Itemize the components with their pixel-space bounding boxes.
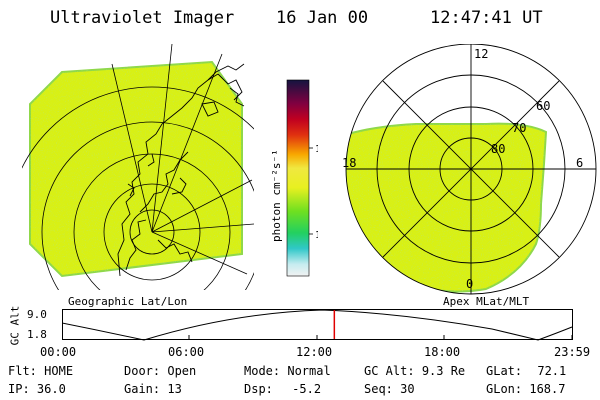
flt-value: HOME [44,364,74,378]
status-door: Door: Open [124,364,196,378]
status-gain: Gain: 13 [124,382,182,396]
glat-label: GLat: [486,364,523,378]
timeline-tick-2359: 23:59 [554,345,591,359]
colorbar-gradient [286,79,310,277]
status-glat: GLat: 72.1 [486,364,566,378]
seq-label: Seq: [364,382,393,396]
timeline-ymax: 9.0 [27,308,47,321]
polar-mlt-panel: 12 18 6 0 60 70 80 [342,44,597,295]
mode-value: Normal [287,364,331,378]
left-panel-label: Geographic Lat/Lon [68,295,188,308]
dsp-label: Dsp: [244,382,273,396]
colorbar-tick-100: 100 [315,144,318,155]
glat-value: 72.1 [537,364,567,378]
ip-label: IP: [8,382,30,396]
timeline-tick-0000: 00:00 [40,345,77,359]
lat-label-80: 80 [491,142,505,156]
right-panel-label: Apex MLat/MLT [443,295,530,308]
dsp-value: -5.2 [292,382,322,396]
gcalt-label: GC Alt: [364,364,415,378]
status-ip: IP: 36.0 [8,382,66,396]
timeline-tick-1200: 12:00 [296,345,333,359]
door-value: Open [167,364,197,378]
colorbar: 100 10 photon cm⁻²s⁻¹ [270,79,318,277]
instrument-title: Ultraviolet Imager [50,8,235,28]
geographic-image-panel [22,44,254,290]
timeline-tick-1800: 18:00 [424,345,461,359]
gain-label: Gain: [124,382,161,396]
timeline-ylabel: GC Alt [8,305,22,346]
flt-label: Flt: [8,364,37,378]
ip-value: 36.0 [36,382,66,396]
seq-value: 30 [400,382,415,396]
lat-label-70: 70 [512,121,526,135]
status-glon: GLon: 168.7 [486,382,565,396]
status-mode: Mode: Normal [244,364,331,378]
gcalt-value: 9.3 Re [421,364,466,378]
timeline-tick-0600: 06:00 [168,345,205,359]
glon-value: 168.7 [529,382,566,396]
timeline-ymin: 1.8 [27,328,47,341]
glon-label: GLon: [486,382,523,396]
lat-label-60: 60 [536,99,550,113]
colorbar-unit-label: photon cm⁻²s⁻¹ [270,149,283,242]
altitude-timeline[interactable] [62,309,574,341]
date-label: 16 Jan 00 [276,8,369,28]
status-seq: Seq: 30 [364,382,415,396]
gain-value: 13 [167,382,182,396]
status-flt: Flt: HOME [8,364,73,378]
mlt-label-6: 6 [576,156,583,170]
time-label: 12:47:41 UT [430,8,543,28]
door-label: Door: [124,364,161,378]
mlt-label-18: 18 [342,156,356,170]
colorbar-tick-10: 10 [315,230,318,241]
status-dsp: Dsp: -5.2 [244,382,321,396]
mode-label: Mode: [244,364,281,378]
mlt-label-0: 0 [466,277,473,291]
status-gcalt: GC Alt: 9.3 Re [364,364,465,378]
altitude-curve [62,309,573,341]
mlt-label-12: 12 [474,47,488,61]
